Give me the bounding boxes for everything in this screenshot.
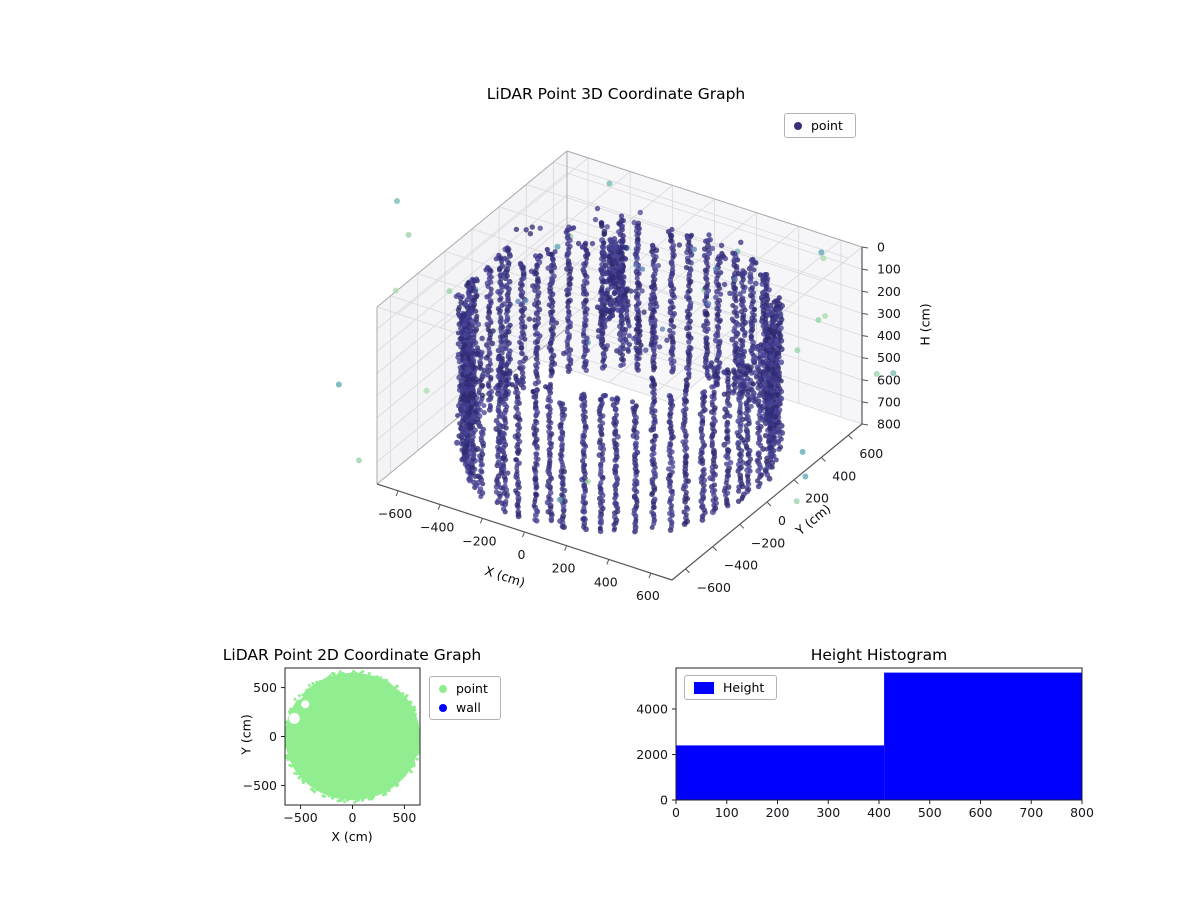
- svg-text:500: 500: [253, 680, 277, 695]
- legend-item-point: point: [794, 118, 843, 133]
- point-marker-icon: [794, 121, 802, 130]
- svg-text:2000: 2000: [636, 747, 668, 762]
- svg-text:−200: −200: [751, 535, 785, 550]
- svg-text:−400: −400: [724, 558, 758, 573]
- chart3d-legend: point: [784, 113, 856, 138]
- svg-text:400: 400: [594, 574, 618, 589]
- chart3d-group: −600−400−2000200400600−600−400−200020040…: [335, 150, 901, 603]
- svg-text:0: 0: [518, 547, 526, 562]
- chart2d-ylabel: Y (cm): [238, 714, 254, 755]
- legend-label: Height: [723, 680, 765, 695]
- histogram-group: 0 100 200 300 400 500 600 700 800 0 2000 4000: [636, 667, 1094, 820]
- svg-text:−600: −600: [697, 580, 731, 595]
- wall-marker-icon: [439, 703, 447, 712]
- svg-text:0: 0: [778, 513, 786, 528]
- svg-text:−600: −600: [378, 506, 412, 521]
- svg-text:200: 200: [805, 491, 829, 506]
- svg-text:700: 700: [1019, 805, 1043, 820]
- svg-text:600: 600: [859, 446, 883, 461]
- legend-label: point: [811, 118, 843, 133]
- svg-text:500: 500: [392, 810, 416, 825]
- chart2d-title: LiDAR Point 2D Coordinate Graph: [222, 646, 482, 664]
- svg-text:600: 600: [636, 588, 660, 603]
- svg-text:700: 700: [877, 394, 901, 409]
- svg-text:300: 300: [816, 805, 840, 820]
- svg-text:200: 200: [766, 805, 790, 820]
- legend-item-point: point: [439, 681, 488, 696]
- svg-text:0: 0: [349, 810, 357, 825]
- svg-text:600: 600: [969, 805, 993, 820]
- chart2d-legend: point wall: [429, 676, 501, 720]
- legend-label: point: [456, 681, 488, 696]
- svg-text:500: 500: [918, 805, 942, 820]
- svg-text:0: 0: [269, 729, 277, 744]
- hist-title: Height Histogram: [810, 646, 948, 664]
- svg-text:100: 100: [715, 805, 739, 820]
- svg-text:800: 800: [1070, 805, 1094, 820]
- svg-text:0: 0: [660, 793, 668, 808]
- legend-item-height: Height: [694, 680, 764, 695]
- svg-text:−400: −400: [420, 520, 454, 535]
- chart3d-zlabel: H (cm): [917, 303, 933, 346]
- chart2d-axes: −500 0 500 −500 0 500: [243, 667, 421, 825]
- svg-text:4000: 4000: [636, 701, 668, 716]
- svg-text:−500: −500: [243, 778, 277, 793]
- svg-text:500: 500: [877, 350, 901, 365]
- svg-text:100: 100: [877, 262, 901, 277]
- hist-legend: Height: [684, 675, 778, 700]
- chart2d-group: [285, 669, 420, 804]
- point-marker-icon: [439, 684, 447, 693]
- svg-text:−200: −200: [462, 533, 496, 548]
- svg-text:−500: −500: [283, 810, 317, 825]
- legend-item-wall: wall: [439, 700, 488, 715]
- svg-text:200: 200: [552, 561, 576, 576]
- svg-text:600: 600: [877, 372, 901, 387]
- chart3d-title: LiDAR Point 3D Coordinate Graph: [486, 85, 746, 103]
- svg-text:200: 200: [877, 284, 901, 299]
- svg-text:300: 300: [877, 306, 901, 321]
- height-patch-icon: [694, 681, 714, 694]
- svg-text:400: 400: [877, 328, 901, 343]
- legend-label: wall: [456, 700, 481, 715]
- svg-text:0: 0: [672, 805, 680, 820]
- svg-text:400: 400: [867, 805, 891, 820]
- svg-text:0: 0: [877, 240, 885, 255]
- svg-text:400: 400: [832, 468, 856, 483]
- chart2d-xlabel: X (cm): [331, 829, 373, 844]
- svg-text:800: 800: [877, 417, 901, 432]
